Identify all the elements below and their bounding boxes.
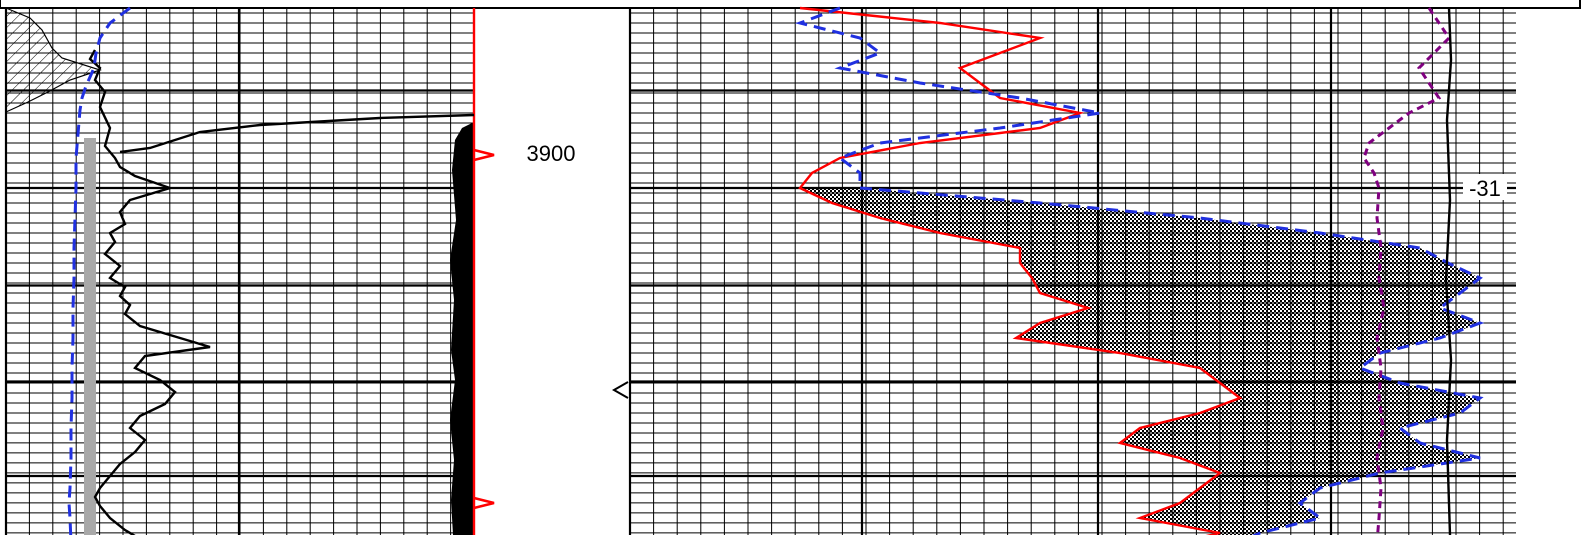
purple-dashed-curve: [1362, 7, 1451, 535]
baseline-marker-0: [473, 148, 495, 162]
left-track-grid: [4, 8, 475, 535]
blue-dashed-curve: [794, 6, 1485, 535]
red-resistivity-curve: [798, 6, 1243, 535]
baseline-marker-1: [473, 496, 495, 510]
log-curves: -31: [67, 6, 1507, 535]
dashed-blue-curve: [67, 6, 131, 535]
annotation-bg-0: [1463, 174, 1507, 200]
annotation-label: -31: [1469, 176, 1501, 201]
depth-pointer: [611, 381, 629, 399]
black-right-curve: [1444, 7, 1453, 535]
depth-label: 3900: [527, 141, 576, 166]
gamma-curve: [88, 49, 211, 535]
crossover-fill: [800, 188, 1480, 535]
grey-band: [84, 138, 96, 535]
black-fill-band: [450, 122, 474, 535]
gamma-upper-curve: [119, 113, 475, 154]
